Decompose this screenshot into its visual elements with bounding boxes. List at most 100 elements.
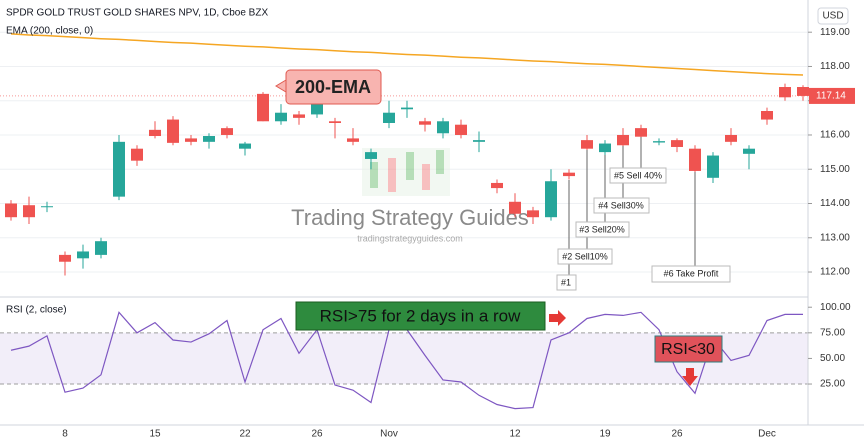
candle-body bbox=[257, 93, 269, 122]
note: #2 Sell10% bbox=[562, 251, 608, 261]
note-box bbox=[609, 167, 667, 184]
arrow bbox=[682, 368, 698, 386]
currency-box bbox=[817, 7, 849, 25]
y-tick-label: 113.00 bbox=[820, 232, 850, 243]
logo-bar bbox=[422, 164, 430, 190]
note-box bbox=[593, 197, 650, 214]
candle-body bbox=[689, 148, 701, 171]
candle-body bbox=[347, 138, 359, 142]
x-tick-label: 26 bbox=[311, 429, 323, 440]
watermark-url: tradingstrategyguides.com bbox=[357, 233, 463, 243]
last-price-box bbox=[809, 87, 855, 104]
watermark-title: Trading Strategy Guides bbox=[291, 205, 529, 230]
x-tick-label: 12 bbox=[509, 429, 521, 440]
logo-bar bbox=[388, 158, 396, 192]
candle-body bbox=[203, 136, 215, 142]
candle-body bbox=[473, 140, 485, 142]
y-tick-label: 75.00 bbox=[820, 327, 845, 338]
callout-box bbox=[295, 301, 546, 331]
candle-body bbox=[23, 205, 35, 218]
candle-body bbox=[653, 141, 665, 143]
candle-body bbox=[329, 121, 341, 123]
note-box bbox=[651, 265, 731, 283]
y-tick-label: 112.00 bbox=[820, 267, 850, 278]
note-box bbox=[557, 248, 613, 265]
candle-body bbox=[617, 134, 629, 146]
x-tick-label: 26 bbox=[671, 429, 683, 440]
y-tick-label: 119.00 bbox=[820, 27, 850, 38]
chart-title: SPDR GOLD TRUST GOLD SHARES NPV, 1D, Cbo… bbox=[6, 8, 268, 19]
currency: USD bbox=[822, 11, 843, 22]
candle-body bbox=[167, 119, 179, 143]
x-tick-label: 19 bbox=[599, 429, 611, 440]
last-price-label: 117.14 bbox=[816, 91, 846, 102]
y-tick-label: 114.00 bbox=[820, 198, 850, 209]
y-tick-label: 115.00 bbox=[820, 164, 850, 175]
note-box bbox=[556, 274, 577, 291]
x-tick-label: 15 bbox=[149, 429, 161, 440]
candle-body bbox=[797, 87, 809, 96]
rsi-title: RSI (2, close) bbox=[6, 305, 67, 316]
candle-body bbox=[455, 124, 467, 135]
legend-entry: EMA (200, close, 0) bbox=[6, 26, 93, 37]
candle-body bbox=[5, 203, 17, 218]
y-tick-label: 116.00 bbox=[820, 130, 850, 141]
candle-body bbox=[401, 107, 413, 110]
x-tick-label: 8 bbox=[62, 429, 68, 440]
callout-text: RSI<30 bbox=[661, 341, 715, 358]
candle-body bbox=[293, 114, 305, 118]
x-tick-label: Dec bbox=[758, 429, 776, 440]
candle-body bbox=[77, 251, 89, 259]
candle-body bbox=[221, 128, 233, 135]
candle-body bbox=[581, 140, 593, 149]
candle-body bbox=[383, 112, 395, 123]
note-box bbox=[575, 221, 630, 238]
candle-body bbox=[563, 172, 575, 177]
logo-bar bbox=[406, 152, 414, 180]
candle-body bbox=[779, 87, 791, 98]
note: #4 Sell30% bbox=[598, 200, 644, 210]
y-tick-label: 100.00 bbox=[820, 302, 851, 313]
candle-body bbox=[239, 143, 251, 149]
y-tick-label: 50.00 bbox=[820, 353, 845, 364]
candle-body bbox=[419, 121, 431, 125]
callout-text: 200-EMA bbox=[295, 77, 371, 97]
callout-box bbox=[285, 69, 382, 105]
candle-body bbox=[545, 181, 557, 218]
y-tick-label: 118.00 bbox=[820, 61, 850, 72]
candle-body bbox=[599, 143, 611, 153]
x-tick-label: Nov bbox=[380, 429, 398, 440]
candle-body bbox=[185, 138, 197, 142]
watermark bbox=[362, 148, 450, 196]
candle-body bbox=[95, 241, 107, 255]
candle-body bbox=[275, 112, 287, 122]
candle-body bbox=[527, 210, 539, 218]
candle-body bbox=[491, 182, 503, 189]
candle-body bbox=[635, 128, 647, 137]
note: #1 bbox=[561, 277, 571, 287]
candle-body bbox=[761, 111, 773, 120]
candle-body bbox=[725, 134, 737, 142]
x-tick-label: 22 bbox=[239, 429, 251, 440]
candle-body bbox=[707, 155, 719, 178]
candle-body bbox=[743, 148, 755, 154]
candle-body bbox=[41, 206, 53, 208]
candle-body bbox=[509, 201, 521, 214]
ema-line bbox=[10, 33, 804, 76]
note: #6 Take Profit bbox=[664, 268, 719, 278]
callout-box bbox=[654, 335, 723, 363]
note: #5 Sell 40% bbox=[614, 170, 662, 180]
logo-bar bbox=[370, 162, 378, 188]
candle-body bbox=[149, 129, 161, 137]
candle-body bbox=[671, 140, 683, 147]
callout-text: RSI>75 for 2 days in a row bbox=[320, 306, 522, 325]
plot: 112.00113.00114.00115.00116.00117.00118.… bbox=[0, 27, 855, 440]
y-tick-label: 25.00 bbox=[820, 379, 845, 390]
logo-bar bbox=[436, 150, 444, 174]
arrow bbox=[549, 310, 566, 326]
candle-body bbox=[131, 148, 143, 161]
note: #3 Sell20% bbox=[579, 224, 625, 234]
candle-body bbox=[59, 254, 71, 262]
